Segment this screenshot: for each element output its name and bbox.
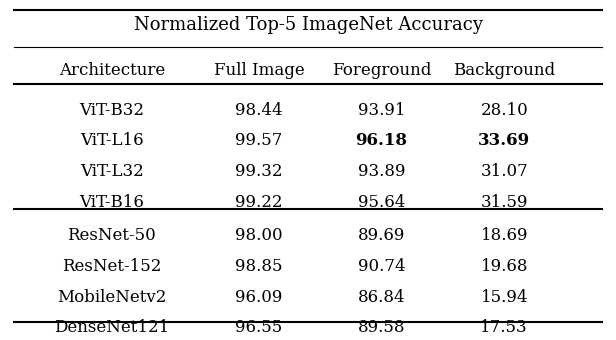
Text: 98.85: 98.85 xyxy=(235,258,283,275)
Text: ResNet-50: ResNet-50 xyxy=(67,227,156,244)
Text: 19.68: 19.68 xyxy=(480,258,528,275)
Text: 90.74: 90.74 xyxy=(358,258,405,275)
Text: 15.94: 15.94 xyxy=(480,289,528,306)
Text: ViT-L16: ViT-L16 xyxy=(80,132,144,149)
Text: 93.89: 93.89 xyxy=(358,163,405,180)
Text: 33.69: 33.69 xyxy=(478,132,530,149)
Text: 99.32: 99.32 xyxy=(235,163,283,180)
Text: 28.10: 28.10 xyxy=(480,102,528,119)
Text: Background: Background xyxy=(453,62,555,79)
Text: 31.59: 31.59 xyxy=(480,193,528,210)
Text: 31.07: 31.07 xyxy=(480,163,528,180)
Text: ResNet-152: ResNet-152 xyxy=(62,258,161,275)
Text: 89.69: 89.69 xyxy=(358,227,405,244)
Text: MobileNetv2: MobileNetv2 xyxy=(57,289,166,306)
Text: Full Image: Full Image xyxy=(214,62,304,79)
Text: 93.91: 93.91 xyxy=(358,102,405,119)
Text: 96.55: 96.55 xyxy=(235,319,283,336)
Text: Normalized Top-5 ImageNet Accuracy: Normalized Top-5 ImageNet Accuracy xyxy=(134,16,482,34)
Text: DenseNet121: DenseNet121 xyxy=(54,319,169,336)
Text: Architecture: Architecture xyxy=(59,62,165,79)
Text: 18.69: 18.69 xyxy=(480,227,528,244)
Text: 96.18: 96.18 xyxy=(355,132,408,149)
Text: ViT-L32: ViT-L32 xyxy=(80,163,144,180)
Text: 98.00: 98.00 xyxy=(235,227,283,244)
Text: 96.09: 96.09 xyxy=(235,289,283,306)
Text: 17.53: 17.53 xyxy=(480,319,528,336)
Text: 95.64: 95.64 xyxy=(358,193,405,210)
Text: 99.22: 99.22 xyxy=(235,193,283,210)
Text: 89.58: 89.58 xyxy=(358,319,405,336)
Text: 99.57: 99.57 xyxy=(235,132,283,149)
Text: 86.84: 86.84 xyxy=(358,289,405,306)
Text: ViT-B32: ViT-B32 xyxy=(79,102,144,119)
Text: ViT-B16: ViT-B16 xyxy=(79,193,144,210)
Text: 98.44: 98.44 xyxy=(235,102,283,119)
Text: Foreground: Foreground xyxy=(332,62,431,79)
